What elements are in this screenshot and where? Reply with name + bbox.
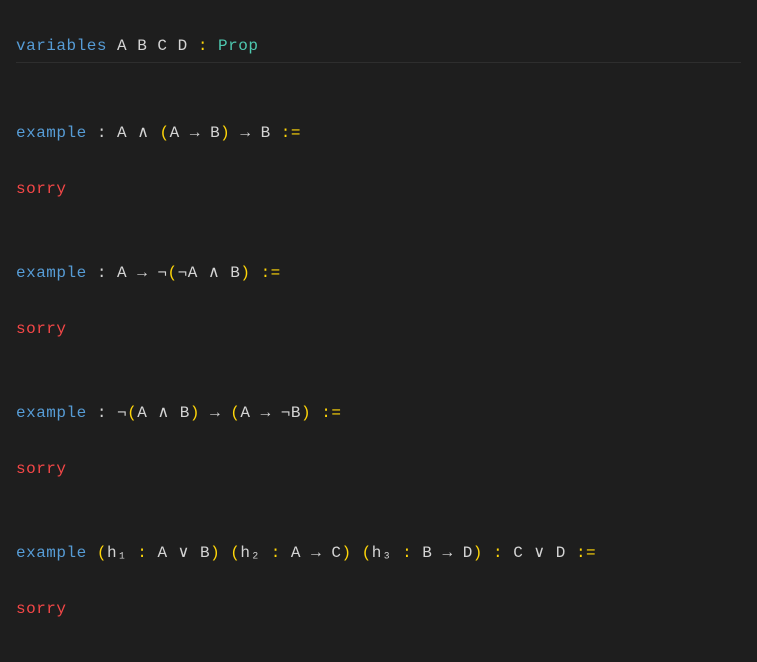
text: ¬: [107, 404, 127, 422]
text: [250, 264, 260, 282]
paren-open: (: [97, 544, 107, 562]
text: h₃: [372, 544, 402, 562]
colon: :: [402, 544, 412, 562]
sorry-keyword: sorry: [16, 180, 67, 198]
paren-open: (: [230, 404, 240, 422]
code-line-ex1-sorry: sorry: [16, 175, 741, 203]
sorry-keyword: sorry: [16, 320, 67, 338]
code-line-ex3-sorry: sorry: [16, 455, 741, 483]
text: :: [87, 124, 107, 142]
paren-open: (: [168, 264, 178, 282]
sorry-keyword: sorry: [16, 460, 67, 478]
keyword-example: example: [16, 264, 87, 282]
assign: :=: [576, 544, 596, 562]
paren-open: (: [362, 544, 372, 562]
code-editor[interactable]: variables A B C D : Prop example : A ∧ (…: [0, 0, 757, 662]
paren-close: ): [210, 544, 220, 562]
text: A → ¬: [107, 264, 168, 282]
text: A → C: [281, 544, 342, 562]
keyword-example: example: [16, 404, 87, 422]
colon: :: [137, 544, 147, 562]
text: A ∧ B: [137, 404, 190, 422]
keyword-variables: variables: [16, 37, 107, 55]
text: [311, 404, 321, 422]
code-line-ex4-decl: example (h₁ : A ∨ B) (h₂ : A → C) (h₃ : …: [16, 539, 741, 567]
paren-open: (: [160, 124, 170, 142]
assign: :=: [261, 264, 281, 282]
text: [483, 544, 493, 562]
text: A ∨ B: [147, 544, 210, 562]
text: :: [87, 264, 107, 282]
paren-close: ): [473, 544, 483, 562]
code-line-ex2-decl: example : A → ¬(¬A ∧ B) :=: [16, 259, 741, 287]
text: A → ¬B: [240, 404, 301, 422]
paren-close: ): [220, 124, 230, 142]
text: A ∧: [107, 124, 160, 142]
paren-close: ): [341, 544, 351, 562]
text: h₂: [240, 544, 270, 562]
paren-close: ): [240, 264, 250, 282]
text: C ∨ D: [503, 544, 576, 562]
paren-open: (: [127, 404, 137, 422]
sorry-keyword: sorry: [16, 600, 67, 618]
assign: :=: [321, 404, 341, 422]
text: h₁: [107, 544, 137, 562]
text: :: [87, 404, 107, 422]
assign: :=: [281, 124, 301, 142]
code-line-ex1-decl: example : A ∧ (A → B) → B :=: [16, 119, 741, 147]
colon: :: [271, 544, 281, 562]
paren-close: ): [301, 404, 311, 422]
text: [352, 544, 362, 562]
text: B → D: [412, 544, 473, 562]
paren-open: (: [230, 544, 240, 562]
code-line-ex3-decl: example : ¬(A ∧ B) → (A → ¬B) :=: [16, 399, 741, 427]
text: →: [200, 404, 230, 422]
variable-names: A B C D: [107, 37, 198, 55]
text: [87, 544, 97, 562]
paren-close: ): [190, 404, 200, 422]
keyword-example: example: [16, 124, 87, 142]
keyword-example: example: [16, 544, 87, 562]
code-line-ex2-sorry: sorry: [16, 315, 741, 343]
text: ¬A ∧ B: [178, 264, 241, 282]
colon: :: [198, 37, 208, 55]
text: [220, 544, 230, 562]
text: A → B: [170, 124, 221, 142]
code-line-ex4-sorry: sorry: [16, 595, 741, 623]
type-prop: Prop: [208, 37, 259, 55]
colon: :: [493, 544, 503, 562]
code-line-1: variables A B C D : Prop: [16, 28, 741, 63]
text: → B: [230, 124, 281, 142]
